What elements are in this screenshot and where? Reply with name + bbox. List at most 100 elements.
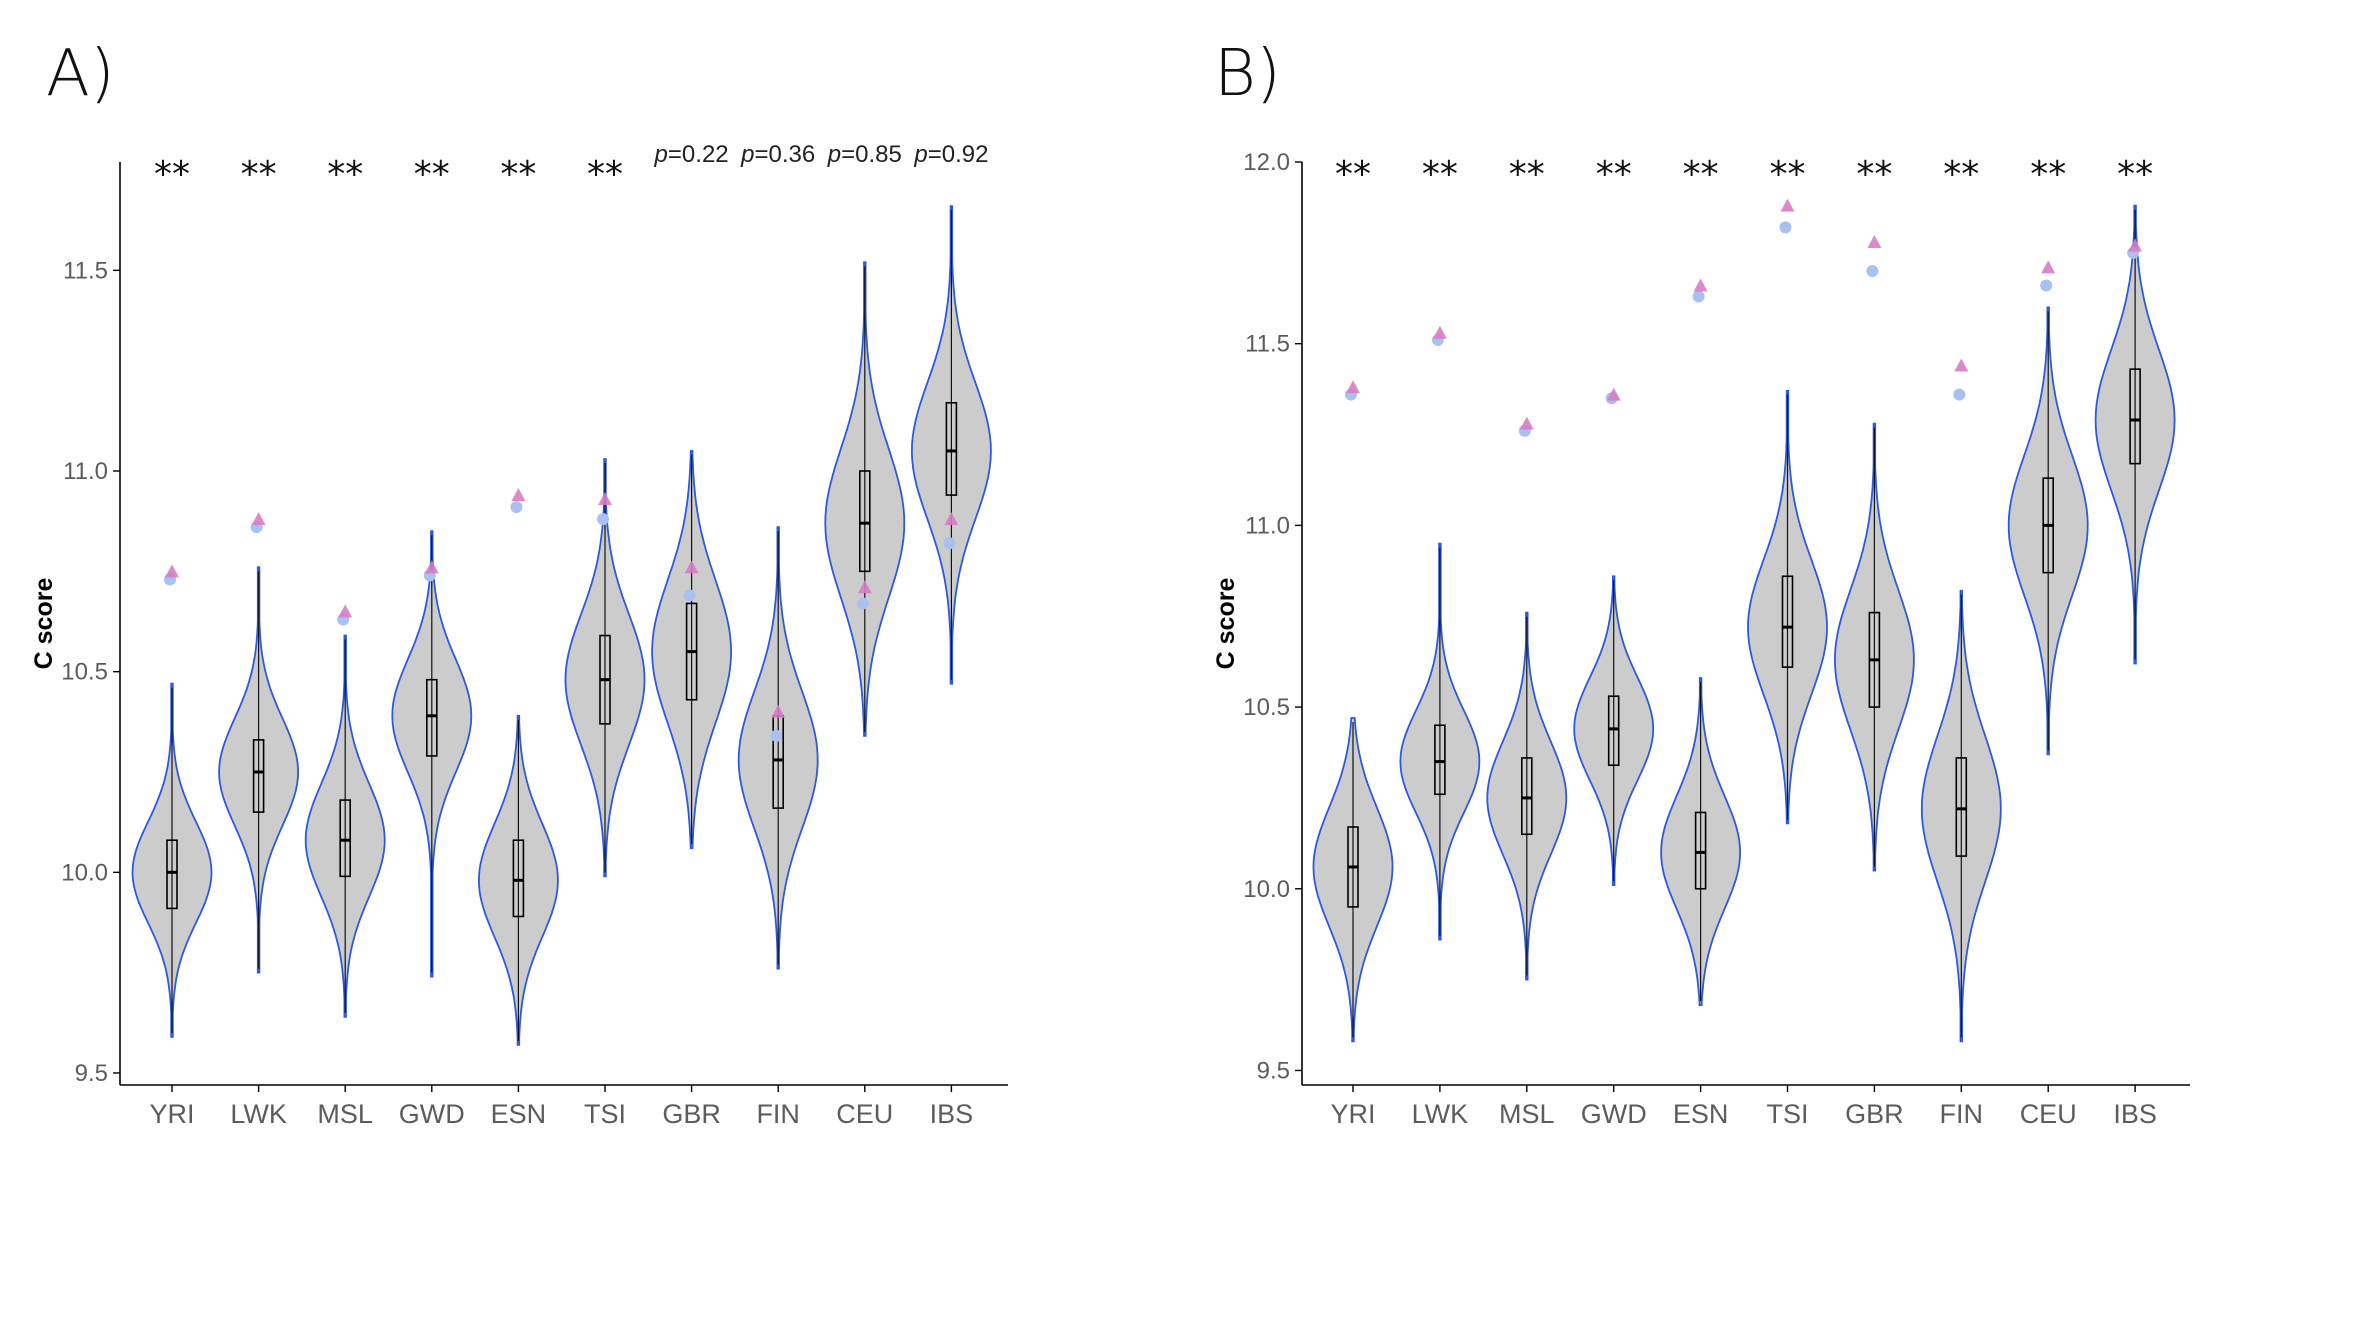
triangle-marker [598,492,612,506]
panel-b: B) 9.5 10.0 10.5 11.0 11.5 12.0 C score YRI ** LWK… [1212,37,2190,1129]
triangle-marker [2041,260,2056,274]
significance-label: ** [154,154,190,195]
x-tick-label: FIN [756,1099,800,1129]
circle-marker [1779,221,1792,234]
y-tick-label: 10.5 [1243,694,1290,721]
x-tick-label: GBR [662,1099,721,1129]
circle-marker [943,537,956,550]
significance-label: ** [1335,154,1371,195]
triangle-marker [1954,358,1969,372]
significance-label: ** [500,154,536,195]
circle-marker [1866,265,1879,278]
triangle-marker [1606,387,1621,401]
triangle-marker [2128,238,2143,252]
triangle-marker [424,560,439,574]
panel-label: A) [46,37,115,111]
box [1434,724,1446,796]
triangle-marker [1780,198,1795,212]
box [512,839,525,918]
significance-label: ** [241,154,277,195]
x-tick-label: MSL [1499,1099,1555,1129]
box [252,739,265,813]
significance-label: ** [587,154,623,195]
significance-label: ** [1596,154,1632,195]
x-tick-label: FIN [1940,1099,1984,1129]
significance-label: p=0.36 [740,141,815,168]
triangle-marker [944,512,959,526]
x-tick-label: IBS [930,1099,974,1129]
x-tick-label: GBR [1845,1099,1904,1129]
x-tick-label: LWK [1412,1099,1469,1129]
significance-label: ** [2030,154,2066,195]
p-symbol: p [913,141,927,168]
triangle-marker [511,488,526,502]
triangle-marker [857,580,872,594]
x-tick-label: MSL [317,1099,373,1129]
box [1955,757,1968,857]
y-axis-title: C score [30,578,58,670]
x-tick-label: GWD [399,1099,465,1129]
circle-marker [1953,388,1966,401]
triangle-marker [165,564,179,578]
p-symbol: p [654,141,668,168]
y-tick-label: 12.0 [1243,149,1290,176]
y-tick-label: 11.5 [63,257,108,284]
x-tick-label: GWD [1581,1099,1647,1129]
triangle-marker [1432,325,1447,339]
triangle-marker [1867,234,1882,248]
panel-label: B) [1214,37,1281,111]
triangle-marker [1519,416,1534,430]
x-tick-label: IBS [2113,1099,2157,1129]
y-tick-label: 9.5 [1257,1057,1290,1084]
significance-label: ** [1422,154,1458,195]
p-value: =0.36 [755,141,816,168]
y-tick-label: 10.0 [1243,876,1290,903]
x-tick-label: CEU [2020,1099,2077,1129]
significance-label: ** [1770,154,1806,195]
p-value: =0.92 [928,141,989,168]
box [945,401,958,496]
significance-label: ** [1683,154,1719,195]
y-tick-label: 11.0 [1245,512,1290,539]
circle-marker [510,501,523,514]
circle-marker [856,597,869,610]
box [1521,757,1533,836]
circle-marker [2040,279,2053,292]
significance-label: ** [2117,154,2153,195]
y-tick-label: 11.5 [1245,331,1290,358]
box [166,839,178,910]
significance-label: ** [1856,154,1892,195]
x-tick-label: TSI [1766,1099,1808,1129]
triangle-marker [1346,380,1360,394]
x-tick-label: ESN [491,1099,547,1129]
x-tick-label: LWK [230,1099,287,1129]
p-value: =0.85 [841,141,902,168]
x-tick-label: ESN [1673,1099,1729,1129]
y-axis-title: C score [1212,578,1240,670]
significance-label: ** [327,154,363,195]
significance-label: p=0.22 [654,141,729,168]
box [1694,811,1707,890]
circle-marker [1692,290,1705,303]
box [1781,575,1794,668]
circle-marker [770,729,783,742]
triangle-marker [338,604,353,618]
box [339,799,352,878]
significance-label: ** [1509,154,1545,195]
y-tick-label: 10.0 [61,859,108,886]
box [858,470,871,573]
x-tick-label: TSI [584,1099,626,1129]
circle-marker [683,589,696,602]
triangle-marker [771,704,786,718]
box [2129,368,2141,465]
triangle-marker [251,512,266,526]
circle-marker [597,513,609,526]
p-symbol: p [827,141,841,168]
p-symbol: p [740,141,754,168]
box [1607,695,1620,767]
y-tick-label: 11.0 [63,458,108,485]
triangle-marker [1693,278,1708,292]
box [425,678,438,757]
y-tick-label: 10.5 [61,659,108,686]
